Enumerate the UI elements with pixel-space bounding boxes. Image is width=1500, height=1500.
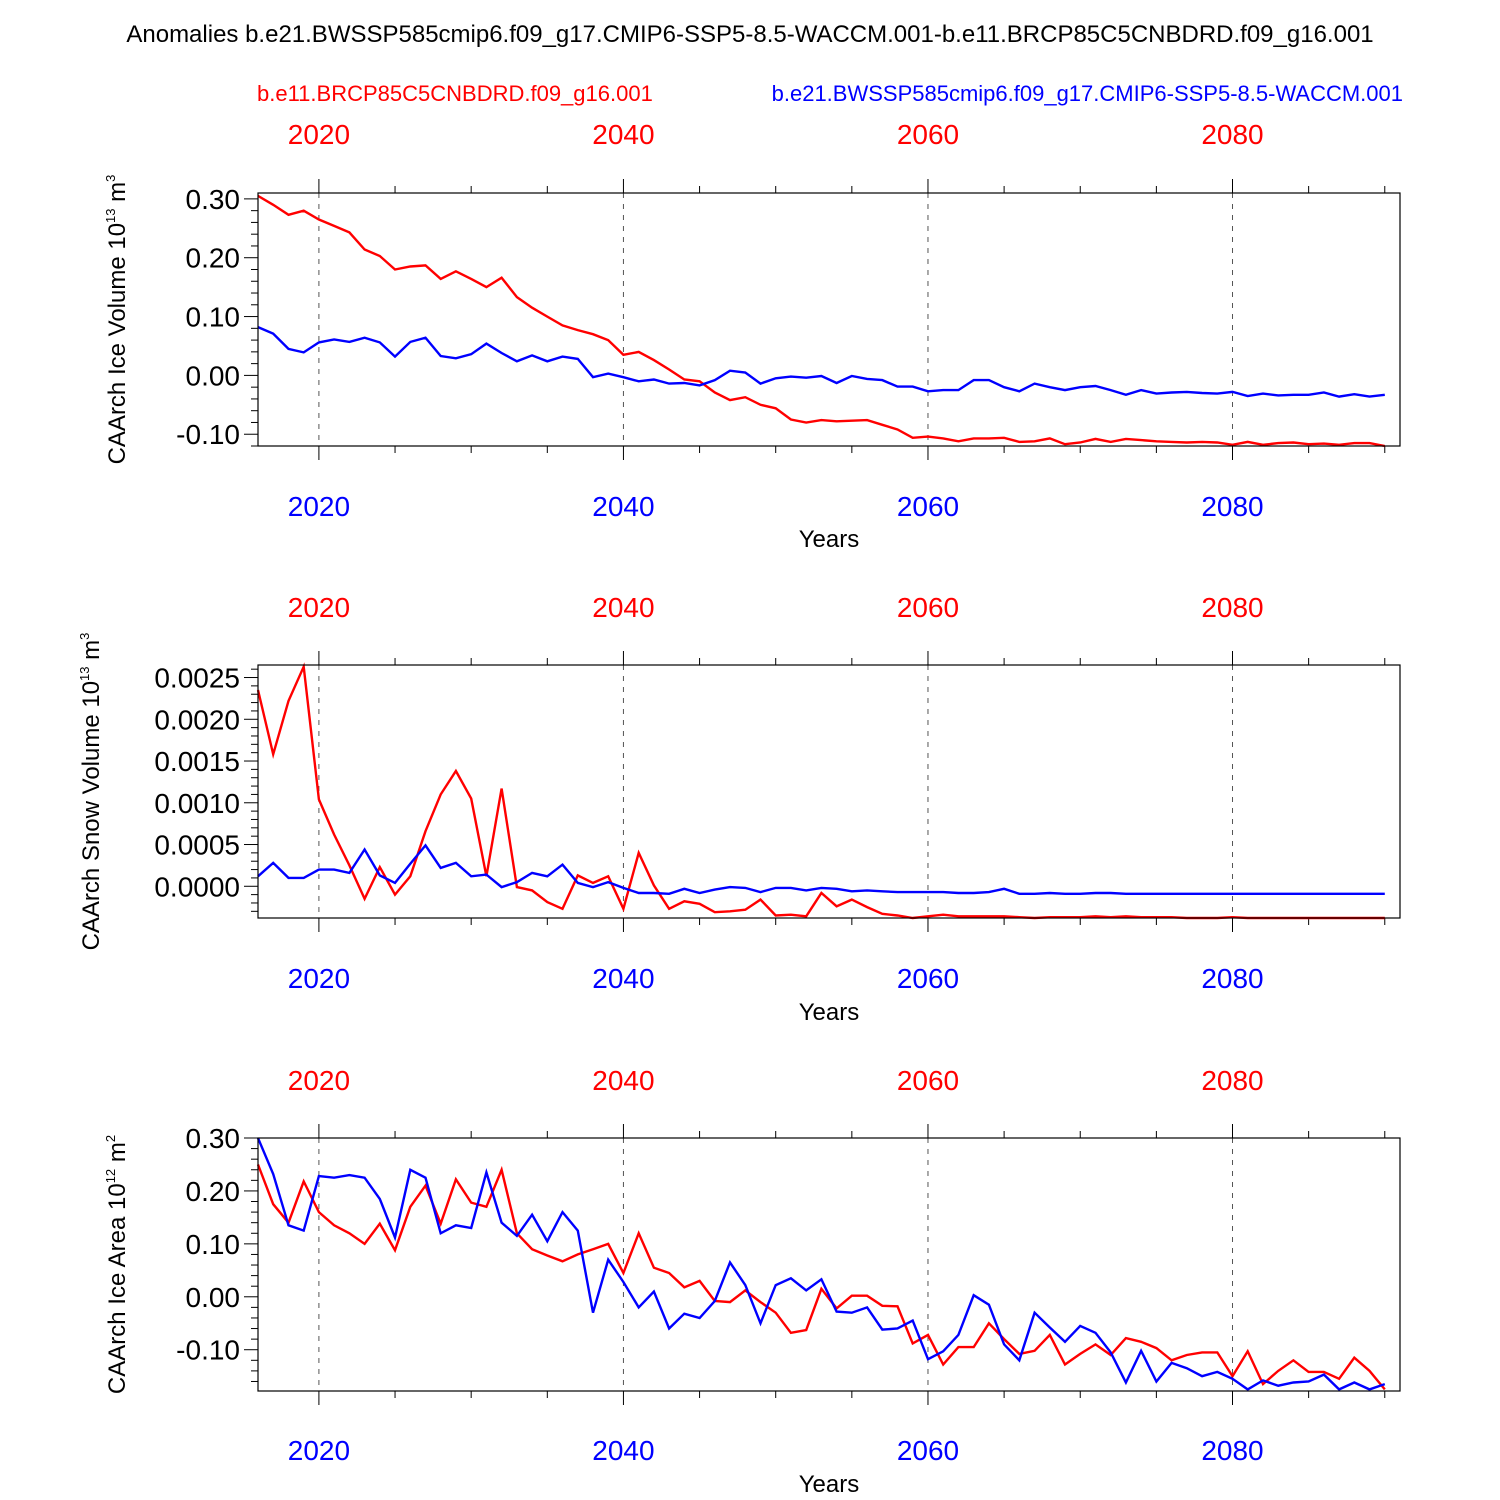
plot-frame [257, 1137, 1401, 1392]
y-tick-label: 0.00 [186, 1282, 241, 1313]
x-tick-label-bottom: 2080 [1201, 1435, 1263, 1466]
y-axis-label: CAArch Ice Area 1012 m2 [103, 1135, 131, 1394]
y-tick-label: 0.0005 [154, 830, 240, 861]
plot-frame [257, 192, 1401, 447]
x-tick-label-top: 2020 [288, 592, 350, 623]
y-tick-label: -0.10 [176, 1335, 240, 1366]
x-tick-label-bottom: 2020 [288, 1435, 350, 1466]
x-tick-label-bottom: 2020 [288, 491, 350, 522]
series-line-blue [256, 1137, 1386, 1391]
x-tick-label-top: 2060 [897, 1065, 959, 1096]
chart-panel-2: 0.0000 0.0005 0.0010 0.0015 0.0020 0.0025 2020… [77, 592, 1401, 1026]
series-line-red [256, 662, 1385, 920]
y-tick-label: 0.0020 [154, 704, 240, 735]
chart-panel-3: -0.10 0.00 0.10 0.20 0.30 2020 2020 2040 2040 206… [103, 1065, 1401, 1498]
y-tick-label: 0.30 [186, 184, 241, 215]
y-tick-label: 0.20 [186, 243, 241, 274]
series-line-blue [257, 843, 1385, 896]
x-tick-label-bottom: 2020 [288, 963, 350, 994]
x-tick-label-top: 2080 [1201, 592, 1263, 623]
y-axis-label: CAArch Snow Volume 1013 m3 [77, 633, 105, 951]
y-tick-label: -0.10 [176, 419, 240, 450]
x-tick-label-bottom: 2040 [592, 491, 654, 522]
x-tick-label-bottom: 2040 [592, 1435, 654, 1466]
x-tick-label-top: 2040 [592, 119, 654, 150]
x-tick-label-bottom: 2060 [897, 491, 959, 522]
x-tick-label-bottom: 2080 [1201, 963, 1263, 994]
y-tick-label: 0.20 [186, 1176, 241, 1207]
x-axis-label: Years [799, 999, 860, 1026]
x-tick-label-top: 2020 [288, 119, 350, 150]
legend-blue-experiment: b.e21.BWSSP585cmip6.f09_g17.CMIP6-SSP5-8… [772, 81, 1403, 106]
x-tick-label-bottom: 2040 [592, 963, 654, 994]
plot-frame [257, 664, 1401, 919]
x-tick-label-bottom: 2060 [897, 1435, 959, 1466]
x-axis-label: Years [799, 526, 860, 553]
y-tick-label: 0.0025 [154, 663, 240, 694]
x-tick-label-top: 2080 [1201, 1065, 1263, 1096]
y-tick-label: 0.30 [186, 1123, 241, 1154]
x-axis-label: Years [799, 1471, 860, 1498]
chart-panel-1: -0.10 0.00 0.10 0.20 0.30 2020 2020 2040 2040 206… [103, 119, 1401, 553]
x-tick-label-top: 2020 [288, 1065, 350, 1096]
y-tick-label: 0.00 [186, 360, 241, 391]
y-tick-label: 0.0015 [154, 746, 240, 777]
figure-title: Anomalies b.e21.BWSSP585cmip6.f09_g17.CM… [126, 21, 1373, 48]
x-tick-label-bottom: 2060 [897, 963, 959, 994]
series-line-red [257, 194, 1386, 448]
x-tick-label-top: 2060 [897, 592, 959, 623]
x-tick-label-top: 2040 [592, 592, 654, 623]
y-tick-label: 0.0010 [154, 788, 240, 819]
legend-red-experiment: b.e11.BRCP85C5CNBDRD.f09_g16.001 [257, 81, 653, 106]
x-tick-label-top: 2060 [897, 119, 959, 150]
x-tick-label-top: 2040 [592, 1065, 654, 1096]
y-tick-label: 0.10 [186, 1229, 241, 1260]
series-line-red [256, 1164, 1386, 1391]
y-axis-label: CAArch Ice Volume 1013 m3 [103, 175, 131, 465]
y-tick-label: 0.0000 [154, 871, 240, 902]
series-line-blue [257, 325, 1385, 398]
x-tick-label-top: 2080 [1201, 119, 1263, 150]
x-tick-label-bottom: 2080 [1201, 491, 1263, 522]
y-tick-label: 0.10 [186, 302, 241, 333]
